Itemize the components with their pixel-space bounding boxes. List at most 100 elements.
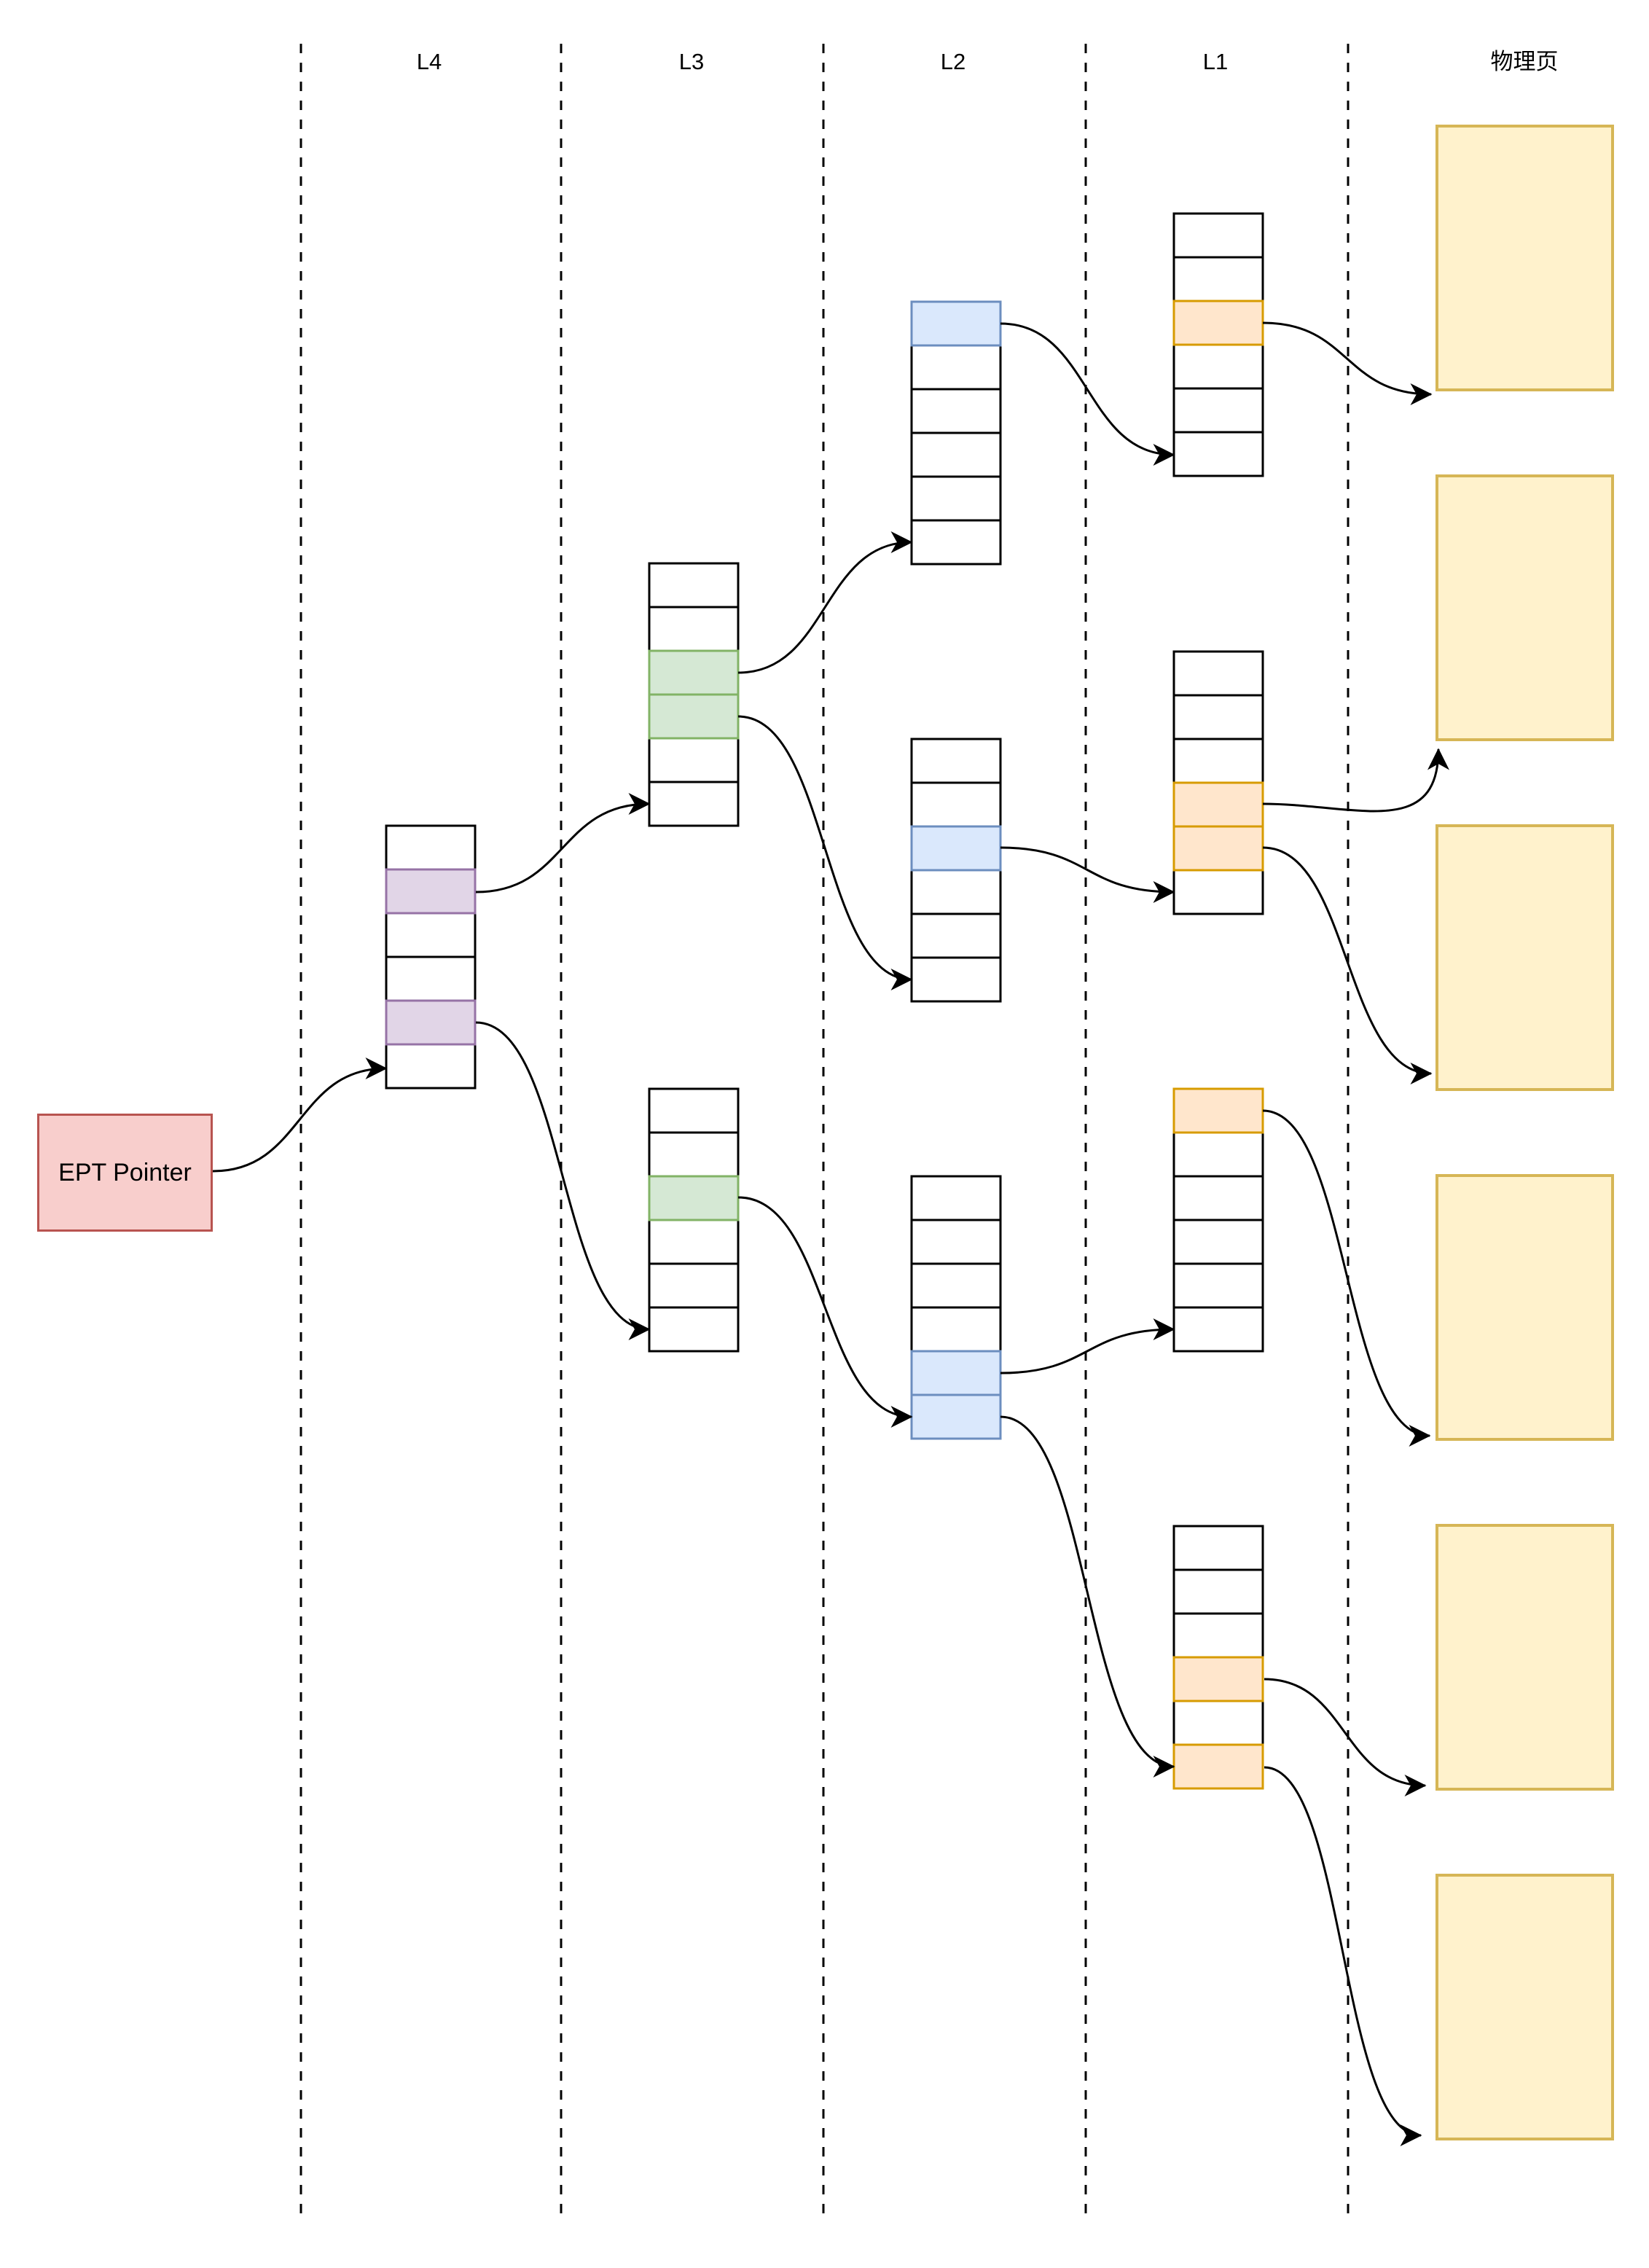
physical-page1	[1435, 125, 1614, 391]
pte-cell-l1a-0	[1172, 212, 1264, 259]
pte-cell-l1a-2-highlighted	[1172, 300, 1264, 346]
pte-cell-l3a-2-highlighted	[648, 649, 740, 696]
pte-cell-l1b-4-highlighted	[1172, 825, 1264, 872]
pte-cell-l1c-4	[1172, 1262, 1264, 1309]
pte-cell-l2b-2-highlighted	[910, 825, 1002, 872]
pte-cell-l2a-0-highlighted	[910, 300, 1002, 347]
pte-cell-l2b-0	[910, 738, 1002, 784]
arrow-ept-to-l4	[212, 1057, 388, 1173]
pte-cell-l4-5	[385, 1043, 477, 1090]
page-table-l1a	[1172, 212, 1264, 477]
physical-page5	[1435, 1524, 1614, 1791]
pte-cell-l2c-1	[910, 1219, 1002, 1265]
page-table-l1d	[1172, 1525, 1264, 1790]
pte-cell-l1d-5-highlighted	[1172, 1743, 1264, 1790]
pte-cell-l2b-3	[910, 869, 1002, 915]
page-table-l2c	[910, 1175, 1002, 1440]
pte-cell-l2b-1	[910, 781, 1002, 828]
pte-cell-l1b-2	[1172, 738, 1264, 784]
pte-cell-l1a-3	[1172, 343, 1264, 390]
pte-cell-l3b-0	[648, 1087, 740, 1134]
pte-cell-l1d-0	[1172, 1525, 1264, 1571]
pte-cell-l1c-0-highlighted	[1172, 1087, 1264, 1134]
pte-cell-l1c-3	[1172, 1219, 1264, 1265]
pte-cell-l1c-5	[1172, 1306, 1264, 1353]
arrow-l1b-to-page3	[1262, 846, 1433, 1084]
column-label-l4: L4	[416, 49, 442, 74]
pte-cell-l3b-3	[648, 1219, 740, 1265]
physical-page2	[1435, 474, 1614, 741]
ept-pointer-label: EPT Pointer	[58, 1158, 192, 1186]
arrow-l3b-to-l2c	[737, 1196, 913, 1428]
ept-pointer-box: EPT Pointer	[37, 1114, 213, 1232]
page-table-l1c	[1172, 1087, 1264, 1353]
pte-cell-l2a-2	[910, 388, 1002, 434]
physical-page3	[1435, 824, 1614, 1091]
arrow-l3a-to-l2a	[737, 531, 913, 674]
physical-page4	[1435, 1174, 1614, 1441]
pte-cell-l4-3	[385, 955, 477, 1002]
page-table-l3b	[648, 1087, 740, 1353]
pte-cell-l1a-5	[1172, 431, 1264, 477]
pte-cell-l1c-2	[1172, 1175, 1264, 1221]
pte-cell-l2a-1	[910, 344, 1002, 391]
column-label-phys: 物理页	[1490, 49, 1559, 74]
page-table-l4	[385, 824, 477, 1090]
arrow-l2c-to-l1d	[1000, 1415, 1175, 1778]
pte-cell-l3b-2-highlighted	[648, 1175, 740, 1221]
arrow-l1d-to-page5	[1264, 1678, 1427, 1796]
pte-cell-l4-0	[385, 824, 477, 871]
pte-cell-l3b-1	[648, 1131, 740, 1178]
page-table-l2b	[910, 738, 1002, 1003]
pte-cell-l1c-1	[1172, 1131, 1264, 1178]
pte-cell-l2a-4	[910, 475, 1002, 522]
arrow-l2b-to-l1b	[1000, 846, 1175, 903]
pte-cell-l1a-4	[1172, 387, 1264, 434]
arrow-l4-to-l3a	[475, 793, 651, 893]
pte-cell-l2c-4-highlighted	[910, 1350, 1002, 1396]
pte-cell-l2b-5	[910, 956, 1002, 1003]
column-label-l2: L2	[940, 49, 966, 74]
page-table-l1b	[1172, 650, 1264, 915]
pte-cell-l2a-5	[910, 519, 1002, 566]
pte-cell-l2b-4	[910, 912, 1002, 959]
pte-cell-l2c-5-highlighted	[910, 1393, 1002, 1440]
pte-cell-l1b-5	[1172, 869, 1264, 915]
pte-cell-l4-4-highlighted	[385, 999, 477, 1046]
arrow-l3a-to-l2b	[737, 715, 913, 990]
pte-cell-l2c-2	[910, 1262, 1002, 1309]
column-label-l3: L3	[678, 49, 705, 74]
arrow-l2a-to-l1a	[1000, 322, 1175, 466]
column-label-l1: L1	[1202, 49, 1229, 74]
pte-cell-l1d-4	[1172, 1700, 1264, 1746]
pte-cell-l1d-2	[1172, 1612, 1264, 1659]
page-table-l3a	[648, 562, 740, 827]
pte-cell-l1d-1	[1172, 1568, 1264, 1615]
pte-cell-l1b-3-highlighted	[1172, 781, 1264, 828]
pte-cell-l1b-0	[1172, 650, 1264, 697]
pte-cell-l1b-1	[1172, 694, 1264, 740]
arrow-l1c-to-page4	[1262, 1109, 1431, 1447]
physical-page6	[1435, 1874, 1614, 2140]
arrow-l1b-to-page2	[1262, 748, 1449, 813]
pte-cell-l1a-1	[1172, 256, 1264, 302]
pte-cell-l3a-1	[648, 606, 740, 652]
pte-cell-l4-1-highlighted	[385, 868, 477, 915]
pte-cell-l3a-4	[648, 737, 740, 783]
pte-cell-l3b-5	[648, 1306, 740, 1353]
arrow-l4-to-l3b	[475, 1021, 651, 1340]
arrow-l2c-to-l1c	[1000, 1318, 1175, 1375]
arrow-l1a-to-page1	[1262, 321, 1433, 405]
pte-cell-l3b-4	[648, 1262, 740, 1309]
pte-cell-l2a-3	[910, 431, 1002, 478]
pte-cell-l4-2	[385, 912, 477, 958]
pte-cell-l2c-0	[910, 1175, 1002, 1221]
pte-cell-l3a-3-highlighted	[648, 693, 740, 740]
pte-cell-l3a-5	[648, 781, 740, 827]
pte-cell-l3a-0	[648, 562, 740, 609]
page-table-l2a	[910, 300, 1002, 566]
pte-cell-l2c-3	[910, 1306, 1002, 1353]
pte-cell-l1d-3-highlighted	[1172, 1656, 1264, 1702]
